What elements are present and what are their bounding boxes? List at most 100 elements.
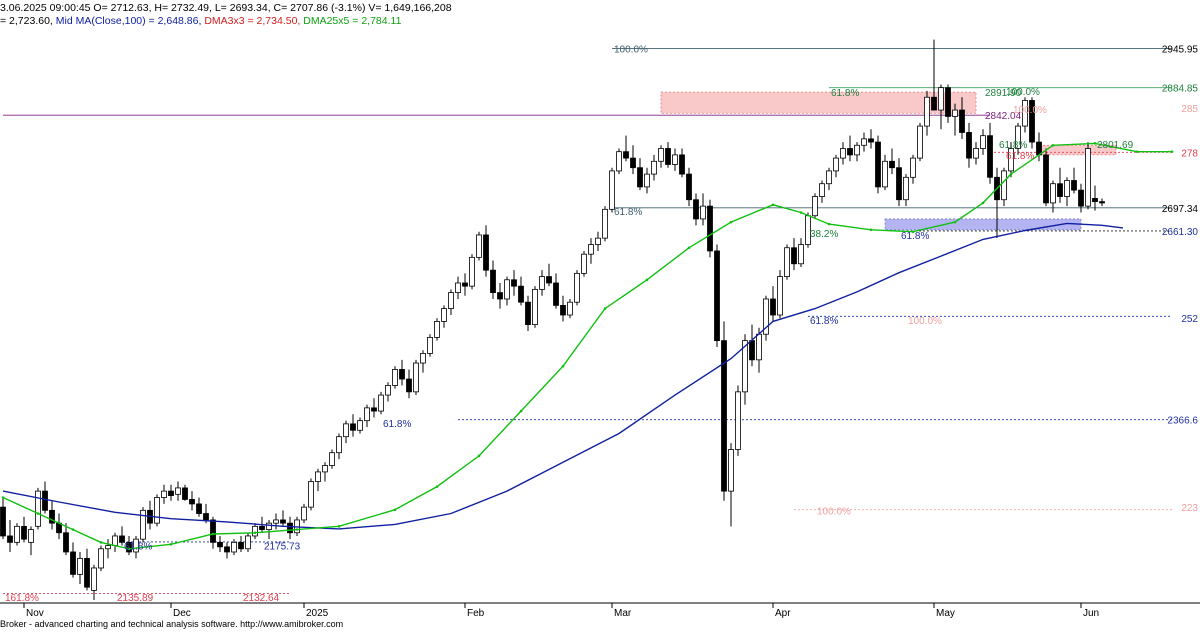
candle-40	[280, 510, 286, 527]
annotation-18: 161.8%	[5, 593, 39, 604]
dma25-line-point-27	[1051, 143, 1055, 147]
candle-body-down	[371, 407, 377, 412]
candle-89	[623, 135, 629, 162]
candle-body-up	[651, 160, 657, 175]
candle-body-up	[1022, 100, 1028, 127]
candle-body-up	[392, 369, 398, 386]
zone-0	[660, 91, 977, 114]
candle-92	[644, 167, 650, 194]
candle-body-down	[889, 160, 895, 169]
dma25-line-point-3	[99, 541, 103, 544]
candle-114	[798, 238, 804, 267]
candle-body-up	[413, 362, 419, 393]
dma25-line-point-14	[561, 364, 565, 368]
candle-34	[238, 535, 244, 552]
candle-51	[357, 417, 363, 434]
annotation-3: 100.0%	[1006, 87, 1040, 98]
candle-body-up	[728, 449, 734, 492]
candle-20	[140, 507, 146, 543]
candle-57	[399, 359, 405, 386]
candle-body-down	[1057, 183, 1063, 197]
candle-body-up	[588, 244, 594, 255]
candle-98	[686, 167, 692, 207]
candle-44	[308, 478, 314, 511]
candle-body-up	[266, 522, 272, 530]
candle-body-up	[763, 298, 769, 335]
candle-139	[973, 142, 979, 165]
candle-66	[462, 273, 468, 296]
fib-levels-layer	[3, 48, 1172, 595]
candle-body-down	[637, 167, 643, 188]
dma25-line-point-26	[1009, 172, 1013, 176]
candle-54	[378, 391, 384, 415]
price-label-1: 2884.85	[1162, 84, 1199, 95]
candle-body-up	[455, 282, 461, 293]
candle-82	[574, 270, 580, 306]
dma25-line-point-13	[519, 409, 523, 413]
annotation-4: 2842.04	[985, 111, 1022, 122]
candle-body-down	[280, 519, 286, 524]
candle-94	[658, 145, 664, 168]
candle-31	[217, 535, 223, 552]
candle-151	[1057, 167, 1063, 203]
candle-body-up	[112, 535, 118, 546]
candle-15	[105, 539, 111, 559]
candle-68	[476, 231, 482, 261]
candle-body-down	[1071, 180, 1077, 191]
header-dma25-value: DMA25x5 = 2,784.11	[303, 15, 401, 27]
x-tick-label-4: Mar	[614, 608, 632, 619]
x-tick-label-1: Dec	[173, 608, 191, 619]
candle-154	[1078, 183, 1084, 213]
candle-33	[231, 539, 237, 556]
candle-17	[119, 526, 125, 546]
candle-body-up	[308, 481, 314, 508]
dma25-line-point-7	[253, 531, 257, 535]
candle-123	[861, 132, 867, 152]
candle-body-up	[980, 135, 986, 149]
candle-body-down	[7, 535, 13, 543]
dma25-line-point-1	[36, 512, 40, 515]
candle-131	[917, 122, 923, 162]
candle-body-down	[203, 513, 209, 521]
candle-body-up	[434, 321, 440, 338]
candle-73	[511, 270, 517, 296]
candle-body-up	[581, 253, 587, 274]
candle-127	[889, 148, 895, 175]
candle-45	[315, 468, 321, 492]
candle-body-down	[630, 157, 636, 169]
candle-62	[434, 318, 440, 341]
dma25-line-point-29	[1135, 150, 1139, 153]
candle-59	[413, 359, 419, 396]
candle-body-up	[133, 538, 139, 553]
candle-body-up	[700, 205, 706, 220]
x-tick-label-0: Nov	[26, 608, 44, 619]
candle-14	[98, 545, 104, 572]
header-mid-ma-value: Mid MA(Close,100) = 2,648.86,	[56, 15, 205, 27]
candle-121	[847, 135, 853, 162]
candle-41	[287, 516, 293, 540]
candle-body-up	[819, 183, 825, 197]
candle-19	[133, 535, 139, 559]
candle-135	[945, 84, 951, 123]
zone-2	[884, 218, 1082, 231]
candle-96	[672, 148, 678, 171]
candle-133	[931, 39, 937, 111]
candle-body-down	[189, 499, 195, 505]
candle-97	[679, 148, 685, 178]
candle-74	[518, 276, 524, 306]
candle-body-down	[945, 87, 951, 117]
candle-body-up	[231, 541, 237, 553]
candle-75	[525, 295, 531, 332]
candle-body-up	[175, 487, 181, 495]
dma25-line-point-6	[211, 532, 215, 536]
candle-87	[609, 167, 615, 213]
candle-88	[616, 148, 622, 175]
x-tick-label-3: Feb	[467, 608, 485, 619]
candle-body-up	[161, 490, 167, 498]
candle-body-down	[168, 490, 174, 497]
candle-body-up	[329, 452, 335, 466]
candle-39	[273, 513, 279, 530]
annotation-14: 61.8%	[383, 419, 411, 430]
